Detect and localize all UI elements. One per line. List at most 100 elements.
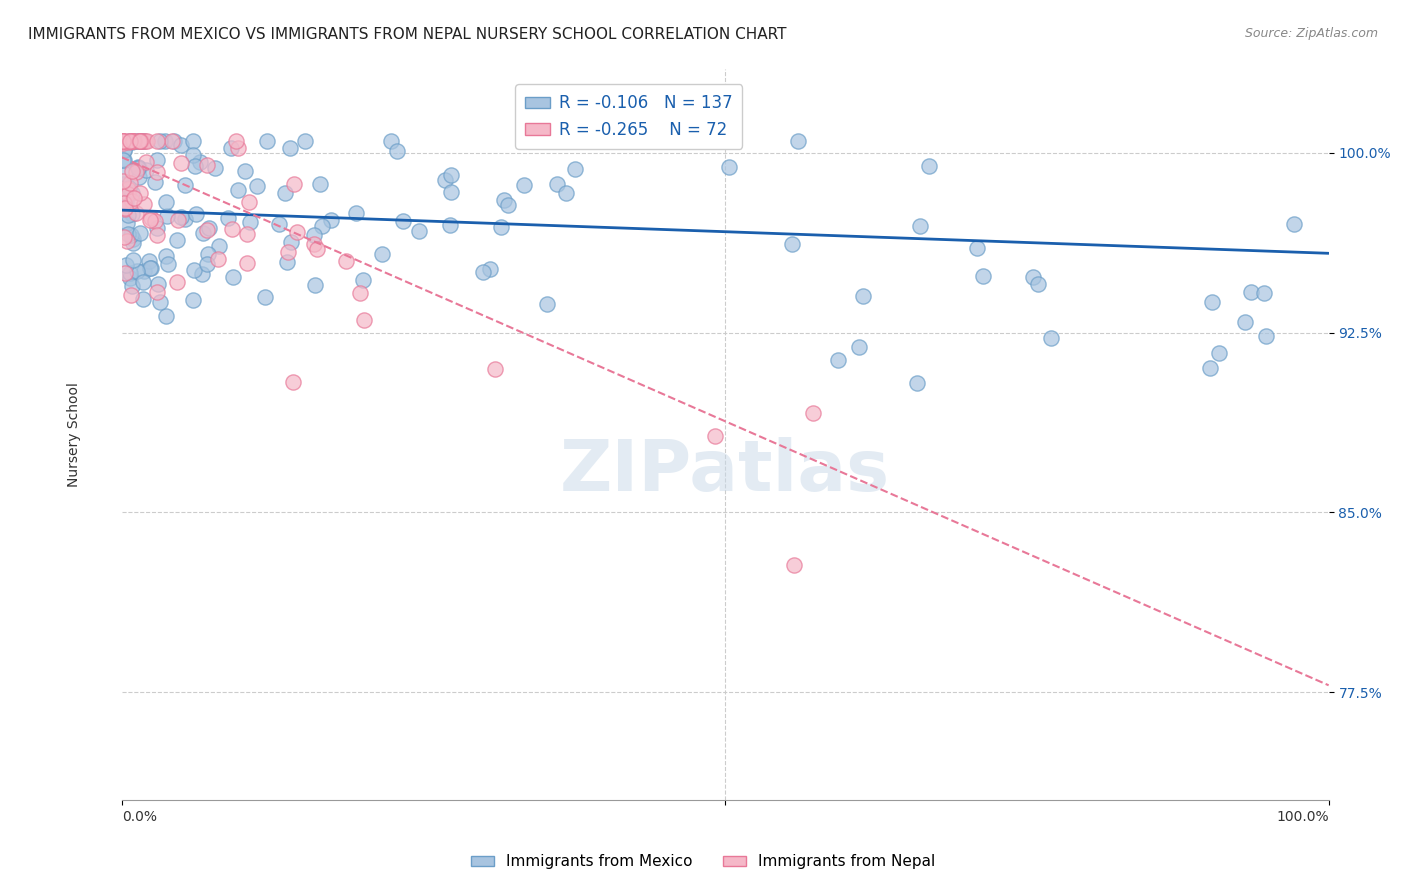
Immigrants from Nepal [801,406,824,420]
Immigrants from Nepal [121,134,143,148]
Immigrants from Mexico [115,195,138,210]
Immigrants from Mexico [174,211,197,226]
Immigrants from Mexico [852,289,875,303]
Immigrants from Nepal [484,362,506,376]
Immigrants from Mexico [155,310,177,324]
Immigrants from Nepal [125,165,148,179]
Immigrants from Mexico [143,175,166,189]
Immigrants from Mexico [138,254,160,268]
Immigrants from Nepal [170,155,193,169]
Immigrants from Mexico [145,153,167,167]
Immigrants from Mexico [1199,361,1222,376]
Immigrants from Nepal [121,194,143,209]
Text: IMMIGRANTS FROM MEXICO VS IMMIGRANTS FROM NEPAL NURSERY SCHOOL CORRELATION CHART: IMMIGRANTS FROM MEXICO VS IMMIGRANTS FRO… [28,27,786,42]
Immigrants from Mexico [170,137,193,152]
Immigrants from Mexico [114,200,136,214]
Immigrants from Nepal [704,429,727,443]
Immigrants from Mexico [141,260,163,275]
Immigrants from Mexico [440,185,463,199]
Immigrants from Nepal [120,288,142,302]
Immigrants from Mexico [118,270,141,285]
Immigrants from Nepal [135,155,157,169]
Immigrants from Mexico [184,159,207,173]
Immigrants from Mexico [190,267,212,281]
Immigrants from Mexico [121,186,143,200]
Immigrants from Nepal [122,134,145,148]
Immigrants from Mexico [121,279,143,293]
Immigrants from Mexico [170,210,193,224]
Immigrants from Mexico [564,161,586,176]
Immigrants from Nepal [283,177,305,191]
Immigrants from Mexico [910,219,932,234]
Immigrants from Nepal [115,134,138,148]
Immigrants from Mexico [115,216,138,230]
Immigrants from Mexico [280,141,302,155]
Immigrants from Nepal [283,376,305,390]
Immigrants from Mexico [1022,270,1045,285]
Immigrants from Nepal [134,134,156,148]
Text: ZIPatlas: ZIPatlas [560,436,890,506]
Immigrants from Mexico [117,208,139,222]
Immigrants from Mexico [966,241,988,255]
Immigrants from Mexico [156,257,179,271]
Immigrants from Mexico [546,178,568,192]
Immigrants from Nepal [277,244,299,259]
Immigrants from Mexico [370,246,392,260]
Immigrants from Mexico [273,186,295,201]
Immigrants from Mexico [344,206,367,220]
Immigrants from Mexico [496,198,519,212]
Immigrants from Mexico [135,163,157,178]
Immigrants from Mexico [122,232,145,246]
Immigrants from Mexico [156,209,179,223]
Immigrants from Nepal [166,275,188,289]
Immigrants from Mexico [173,178,195,193]
Immigrants from Nepal [115,234,138,248]
Immigrants from Mexico [1208,346,1230,360]
Immigrants from Mexico [302,228,325,243]
Immigrants from Nepal [120,134,142,148]
Immigrants from Mexico [918,159,941,173]
Immigrants from Mexico [208,239,231,253]
Immigrants from Mexico [1253,286,1275,301]
Immigrants from Mexico [128,227,150,241]
Immigrants from Mexico [128,169,150,184]
Immigrants from Nepal [112,134,135,148]
Immigrants from Mexico [112,177,135,191]
Immigrants from Nepal [118,135,141,149]
Immigrants from Mexico [554,186,576,201]
Immigrants from Mexico [149,134,172,148]
Immigrants from Nepal [112,230,135,244]
Immigrants from Mexico [195,257,218,271]
Immigrants from Nepal [112,134,135,148]
Immigrants from Mexico [120,228,142,243]
Immigrants from Mexico [146,277,169,292]
Immigrants from Mexico [112,143,135,157]
Immigrants from Mexico [1039,331,1062,345]
Text: Source: ZipAtlas.com: Source: ZipAtlas.com [1244,27,1378,40]
Immigrants from Mexico [352,273,374,287]
Immigrants from Nepal [353,312,375,326]
Immigrants from Mexico [786,134,808,148]
Immigrants from Mexico [127,161,149,175]
Immigrants from Mexico [183,263,205,277]
Immigrants from Mexico [149,295,172,310]
Immigrants from Nepal [112,195,135,210]
Immigrants from Mexico [132,134,155,148]
Immigrants from Mexico [128,161,150,175]
Immigrants from Nepal [124,190,146,204]
Immigrants from Nepal [285,225,308,239]
Immigrants from Mexico [280,235,302,249]
Immigrants from Mexico [1240,285,1263,299]
Immigrants from Nepal [118,176,141,190]
Immigrants from Nepal [122,134,145,148]
Immigrants from Nepal [349,285,371,300]
Immigrants from Mexico [118,266,141,280]
Immigrants from Mexico [132,292,155,306]
Immigrants from Nepal [335,253,357,268]
Immigrants from Mexico [1233,315,1256,329]
Immigrants from Mexico [440,168,463,182]
Immigrants from Mexico [217,211,239,225]
Immigrants from Nepal [236,227,259,242]
Immigrants from Mexico [385,145,408,159]
Immigrants from Mexico [1201,294,1223,309]
